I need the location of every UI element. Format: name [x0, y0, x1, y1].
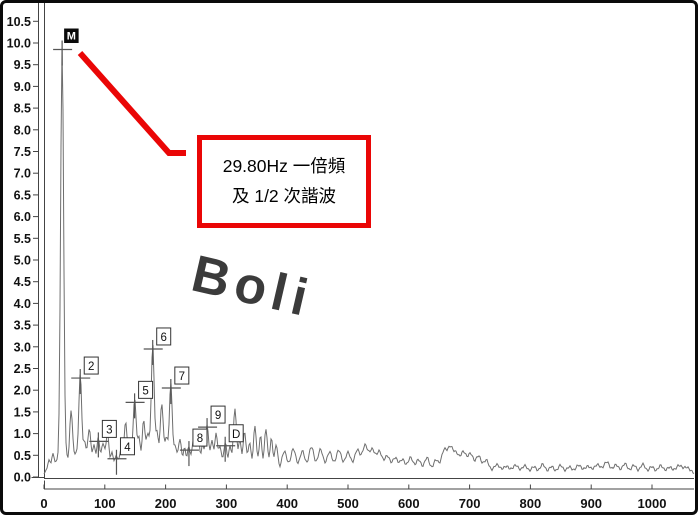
marker-label-5: 5	[142, 385, 148, 397]
marker-box-D[interactable]	[228, 424, 244, 443]
x-tick-label: 300	[216, 496, 238, 511]
x-tick-label: 100	[94, 496, 116, 511]
y-tick-label: 8.5	[14, 102, 31, 116]
y-tick-label: 3.5	[14, 319, 31, 333]
marker-label-6: 6	[161, 332, 167, 344]
y-tick-label: 10.0	[7, 37, 31, 51]
y-tick-label: 7.5	[14, 145, 31, 159]
annotation-line-1: 29.80Hz 一倍頻	[222, 156, 346, 176]
x-tick-label: 900	[580, 496, 602, 511]
y-tick-label: 0.0	[14, 471, 31, 485]
y-tick-label: 0.5	[14, 449, 31, 463]
x-tick-label: 500	[337, 496, 359, 511]
y-tick-label: 5.5	[14, 232, 31, 246]
y-tick-label: 3.0	[14, 340, 31, 354]
y-tick-label: 2.0	[14, 384, 31, 398]
x-tick-label: 200	[155, 496, 177, 511]
marker-label-M: M	[67, 31, 76, 43]
y-tick-label: 8.0	[14, 123, 31, 137]
callout-pointer-line	[77, 51, 186, 156]
y-tick-label: 1.0	[14, 427, 31, 441]
marker-box-M[interactable]	[64, 28, 79, 44]
y-tick-label: 1.5	[14, 405, 31, 419]
marker-label-9: 9	[215, 410, 221, 422]
y-tick-label: 9.5	[14, 58, 31, 72]
marker-box-6[interactable]	[156, 327, 172, 346]
marker-label-8: 8	[197, 433, 203, 445]
marker-label-4: 4	[124, 442, 131, 454]
marker-box-9[interactable]	[210, 405, 226, 424]
y-tick-label: 2.5	[14, 362, 31, 376]
marker-box-2[interactable]	[83, 356, 99, 375]
marker-label-3: 3	[106, 424, 112, 436]
marker-label-D: D	[232, 429, 240, 441]
marker-box-5[interactable]	[138, 380, 154, 399]
x-tick-label: 400	[276, 496, 298, 511]
annotation-callout: 29.80Hz 一倍頻 及 1/2 次諧波	[197, 135, 371, 228]
marker-label-7: 7	[179, 371, 185, 383]
y-tick-label: 7.0	[14, 167, 31, 181]
y-tick-label: 4.5	[14, 275, 31, 289]
y-tick-label: 4.0	[14, 297, 31, 311]
y-tick-label: 6.5	[14, 188, 31, 202]
y-tick-label: 6.0	[14, 210, 31, 224]
annotation-line-2: 及 1/2 次諧波	[231, 185, 337, 206]
y-tick-label: 9.0	[14, 80, 31, 94]
marker-box-4[interactable]	[119, 437, 135, 456]
x-tick-label: 700	[459, 496, 481, 511]
y-tick-label: 10.5	[7, 15, 31, 29]
marker-box-3[interactable]	[101, 419, 117, 438]
x-tick-label: 1000	[638, 496, 667, 511]
spectrum-curve	[43, 46, 695, 475]
y-tick-label: 5.0	[14, 254, 31, 268]
marker-label-2: 2	[88, 361, 94, 373]
x-tick-label: 600	[398, 496, 420, 511]
marker-box-7[interactable]	[174, 366, 190, 385]
x-tick-label: 0	[40, 496, 47, 511]
x-tick-label: 800	[520, 496, 542, 511]
